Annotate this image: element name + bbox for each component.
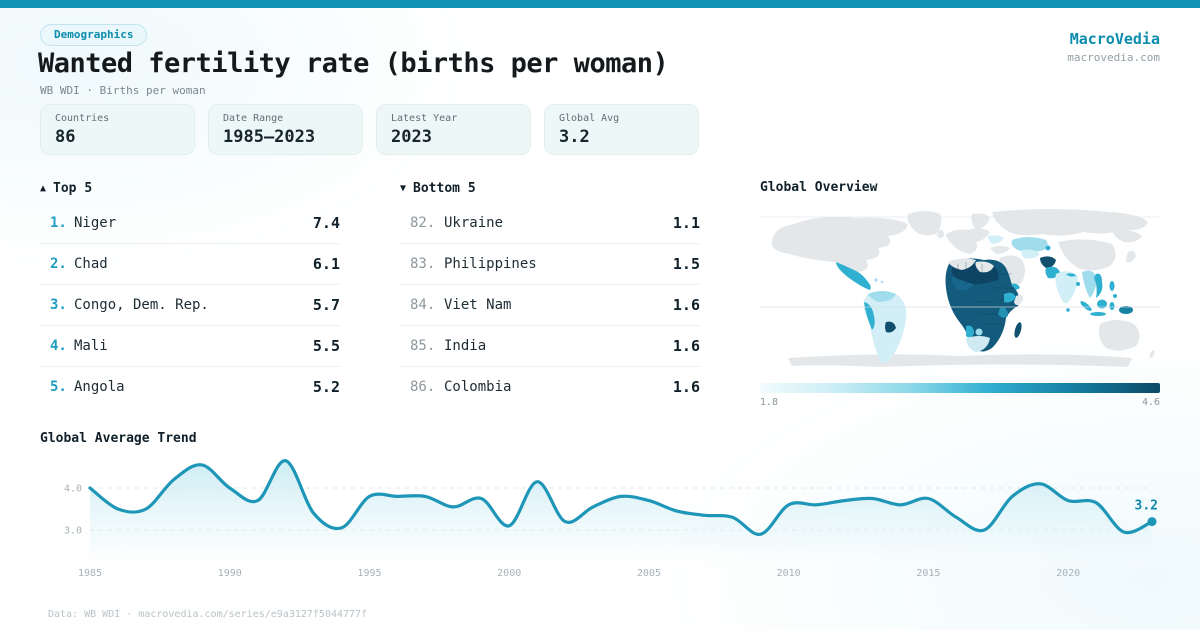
- down-triangle-icon: ▼: [400, 182, 407, 194]
- country-value: 1.6: [672, 378, 700, 396]
- rank: 3.: [50, 297, 67, 313]
- stat-value: 3.2: [559, 127, 590, 147]
- country-name: Angola: [74, 379, 125, 395]
- scale-min-label: 1.8: [760, 397, 779, 408]
- svg-text:2015: 2015: [916, 568, 940, 579]
- stat-label: Latest Year: [391, 113, 458, 124]
- country-value: 1.6: [672, 296, 700, 314]
- stat-value: 2023: [391, 127, 432, 147]
- rank: 5.: [50, 379, 67, 395]
- table-row: 1. Niger 7.4: [40, 203, 340, 244]
- stat-card-latest-year: Latest Year 2023: [376, 104, 531, 155]
- attribution-footer: Data: WB WDI · macrovedia.com/series/e9a…: [48, 609, 368, 620]
- trend-panel: Global Average Trend 3.0 4.0 1985 1990 1995 2…: [40, 431, 1160, 587]
- map-color-scale: [760, 383, 1160, 393]
- country-value: 6.1: [312, 255, 340, 273]
- country-value: 1.5: [672, 255, 700, 273]
- stat-label: Date Range: [223, 113, 284, 124]
- page-subtitle: WB WDI · Births per woman: [40, 84, 206, 97]
- rank: 1.: [50, 215, 67, 231]
- stat-card-global-avg: Global Avg 3.2: [544, 104, 699, 155]
- world-map: [760, 209, 1160, 367]
- table-row: 2. Chad 6.1: [40, 244, 340, 285]
- bottom5-list: ▼ Bottom 5 82. Ukraine 1.1 83. Philippin…: [400, 180, 700, 407]
- svg-text:2020: 2020: [1056, 568, 1080, 579]
- rank: 84.: [410, 297, 436, 313]
- svg-text:3.2: 3.2: [1135, 499, 1158, 514]
- country-name: Philippines: [444, 256, 537, 272]
- table-row: 85. India 1.6: [400, 326, 700, 367]
- brand-domain[interactable]: macrovedia.com: [1067, 51, 1160, 64]
- rank: 86.: [410, 379, 436, 395]
- map-heading: Global Overview: [760, 180, 878, 195]
- table-row: 84. Viet Nam 1.6: [400, 285, 700, 326]
- stat-card-countries: Countries 86: [40, 104, 195, 155]
- country-value: 1.6: [672, 337, 700, 355]
- table-row: 3. Congo, Dem. Rep. 5.7: [40, 285, 340, 326]
- country-value: 1.1: [672, 214, 700, 232]
- svg-text:4.0: 4.0: [64, 484, 82, 495]
- svg-text:2005: 2005: [637, 568, 661, 579]
- country-name: Niger: [74, 215, 117, 231]
- svg-text:1985: 1985: [78, 568, 102, 579]
- stat-label: Countries: [55, 113, 110, 124]
- svg-text:3.0: 3.0: [64, 526, 82, 537]
- rank: 82.: [410, 215, 436, 231]
- accent-top-bar: [0, 0, 1200, 8]
- country-name: India: [444, 338, 487, 354]
- svg-text:1995: 1995: [357, 568, 381, 579]
- rank: 83.: [410, 256, 436, 272]
- country-name: Mali: [74, 338, 108, 354]
- table-row: 83. Philippines 1.5: [400, 244, 700, 285]
- rank: 2.: [50, 256, 67, 272]
- country-name: Ukraine: [444, 215, 504, 231]
- category-badge[interactable]: Demographics: [40, 24, 148, 46]
- brand-name[interactable]: MacroVedia: [1069, 30, 1160, 48]
- bottom5-heading: ▼ Bottom 5: [400, 180, 700, 196]
- stat-label: Global Avg: [559, 113, 620, 124]
- scale-max-label: 4.6: [1141, 397, 1160, 408]
- table-row: 86. Colombia 1.6: [400, 367, 700, 407]
- country-value: 5.7: [312, 296, 340, 314]
- global-overview-panel: Global Overview: [760, 180, 1160, 408]
- stat-card-date-range: Date Range 1985–2023: [208, 104, 363, 155]
- brand-block[interactable]: MacroVedia macrovedia.com: [1067, 30, 1160, 64]
- svg-text:2000: 2000: [497, 568, 521, 579]
- svg-text:2010: 2010: [777, 568, 801, 579]
- svg-text:1990: 1990: [218, 568, 242, 579]
- table-row: 4. Mali 5.5: [40, 326, 340, 367]
- top5-heading-label: Top 5: [53, 180, 93, 196]
- table-row: 82. Ukraine 1.1: [400, 203, 700, 244]
- country-value: 5.5: [312, 337, 340, 355]
- stat-value: 1985–2023: [223, 127, 316, 147]
- stat-value: 86: [55, 127, 76, 147]
- top5-list: ▲ Top 5 1. Niger 7.4 2. Chad 6.1 3. Cong…: [40, 180, 340, 407]
- country-name: Chad: [74, 256, 108, 272]
- up-triangle-icon: ▲: [40, 182, 47, 194]
- top5-heading: ▲ Top 5: [40, 180, 340, 196]
- stat-cards: Countries 86 Date Range 1985–2023 Latest…: [40, 104, 699, 155]
- country-value: 7.4: [312, 214, 340, 232]
- country-value: 5.2: [312, 378, 340, 396]
- country-name: Congo, Dem. Rep.: [74, 297, 209, 313]
- country-name: Viet Nam: [444, 297, 512, 313]
- rank: 85.: [410, 338, 436, 354]
- table-row: 5. Angola 5.2: [40, 367, 340, 407]
- rank: 4.: [50, 338, 67, 354]
- trend-line-chart: 3.0 4.0 1985 1990 1995 2000 2005 2010 2015 2020 3.…: [64, 459, 1158, 579]
- bottom5-heading-label: Bottom 5: [413, 180, 476, 196]
- trend-heading: Global Average Trend: [40, 431, 197, 446]
- country-name: Colombia: [444, 379, 512, 395]
- page-title: Wanted fertility rate (births per woman): [38, 48, 669, 79]
